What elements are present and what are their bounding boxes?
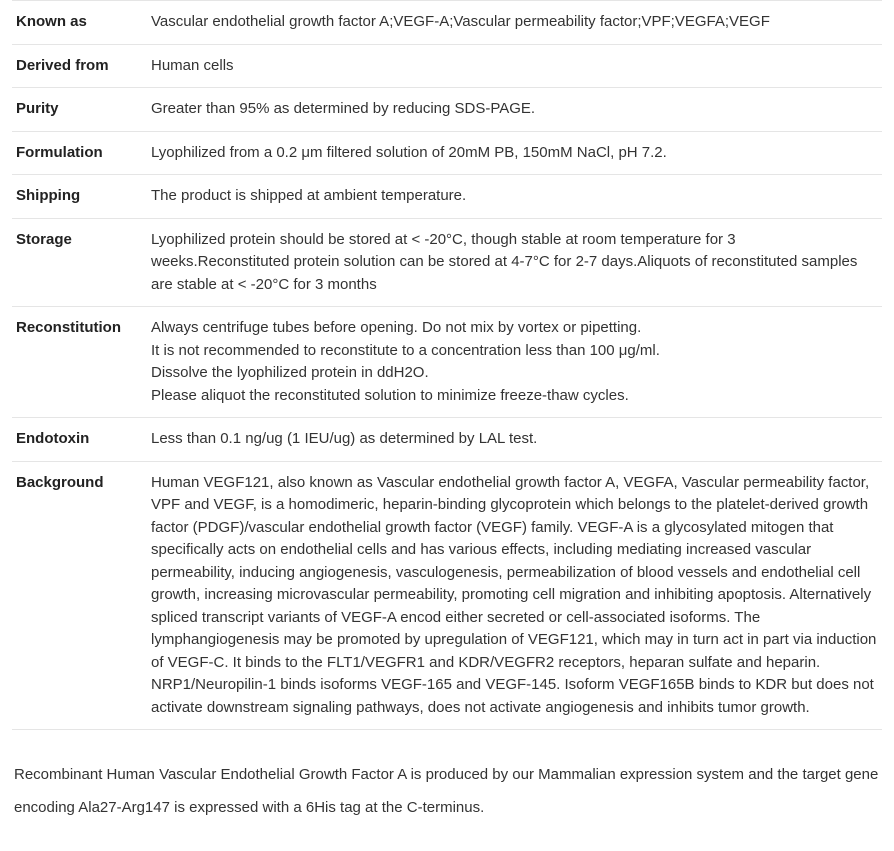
footer-note: Recombinant Human Vascular Endothelial G… (12, 758, 882, 824)
table-row: PurityGreater than 95% as determined by … (12, 88, 882, 132)
spec-label: Background (12, 461, 147, 730)
spec-value-line: Lyophilized from a 0.2 μm filtered solut… (151, 142, 878, 165)
spec-tbody: Known asVascular endothelial growth fact… (12, 1, 882, 730)
spec-value-line: Lyophilized protein should be stored at … (151, 229, 878, 297)
spec-value-line: Less than 0.1 ng/ug (1 IEU/ug) as determ… (151, 428, 878, 451)
table-row: ReconstitutionAlways centrifuge tubes be… (12, 307, 882, 418)
table-row: FormulationLyophilized from a 0.2 μm fil… (12, 131, 882, 175)
spec-label: Purity (12, 88, 147, 132)
table-row: BackgroundHuman VEGF121, also known as V… (12, 461, 882, 730)
spec-label: Storage (12, 218, 147, 307)
spec-value-line: Greater than 95% as determined by reduci… (151, 98, 878, 121)
spec-label: Reconstitution (12, 307, 147, 418)
spec-value: The product is shipped at ambient temper… (147, 175, 882, 219)
spec-value-line: Please aliquot the reconstituted solutio… (151, 385, 878, 408)
spec-value: Greater than 95% as determined by reduci… (147, 88, 882, 132)
table-row: EndotoxinLess than 0.1 ng/ug (1 IEU/ug) … (12, 418, 882, 462)
spec-value-line: Human cells (151, 55, 878, 78)
spec-label: Formulation (12, 131, 147, 175)
spec-value: Human VEGF121, also known as Vascular en… (147, 461, 882, 730)
table-row: Derived fromHuman cells (12, 44, 882, 88)
spec-value-line: Human VEGF121, also known as Vascular en… (151, 472, 878, 720)
spec-label: Shipping (12, 175, 147, 219)
spec-value: Human cells (147, 44, 882, 88)
spec-label: Endotoxin (12, 418, 147, 462)
spec-value: Lyophilized from a 0.2 μm filtered solut… (147, 131, 882, 175)
spec-value-line: The product is shipped at ambient temper… (151, 185, 878, 208)
spec-value-line: Vascular endothelial growth factor A;VEG… (151, 11, 878, 34)
spec-value-line: It is not recommended to reconstitute to… (151, 340, 878, 363)
table-row: ShippingThe product is shipped at ambien… (12, 175, 882, 219)
spec-value: Always centrifuge tubes before opening. … (147, 307, 882, 418)
table-row: Known asVascular endothelial growth fact… (12, 1, 882, 45)
table-row: StorageLyophilized protein should be sto… (12, 218, 882, 307)
spec-value: Less than 0.1 ng/ug (1 IEU/ug) as determ… (147, 418, 882, 462)
spec-table: Known asVascular endothelial growth fact… (12, 0, 882, 730)
spec-value-line: Dissolve the lyophilized protein in ddH2… (151, 362, 878, 385)
spec-value: Vascular endothelial growth factor A;VEG… (147, 1, 882, 45)
spec-label: Derived from (12, 44, 147, 88)
spec-label: Known as (12, 1, 147, 45)
spec-value: Lyophilized protein should be stored at … (147, 218, 882, 307)
spec-value-line: Always centrifuge tubes before opening. … (151, 317, 878, 340)
